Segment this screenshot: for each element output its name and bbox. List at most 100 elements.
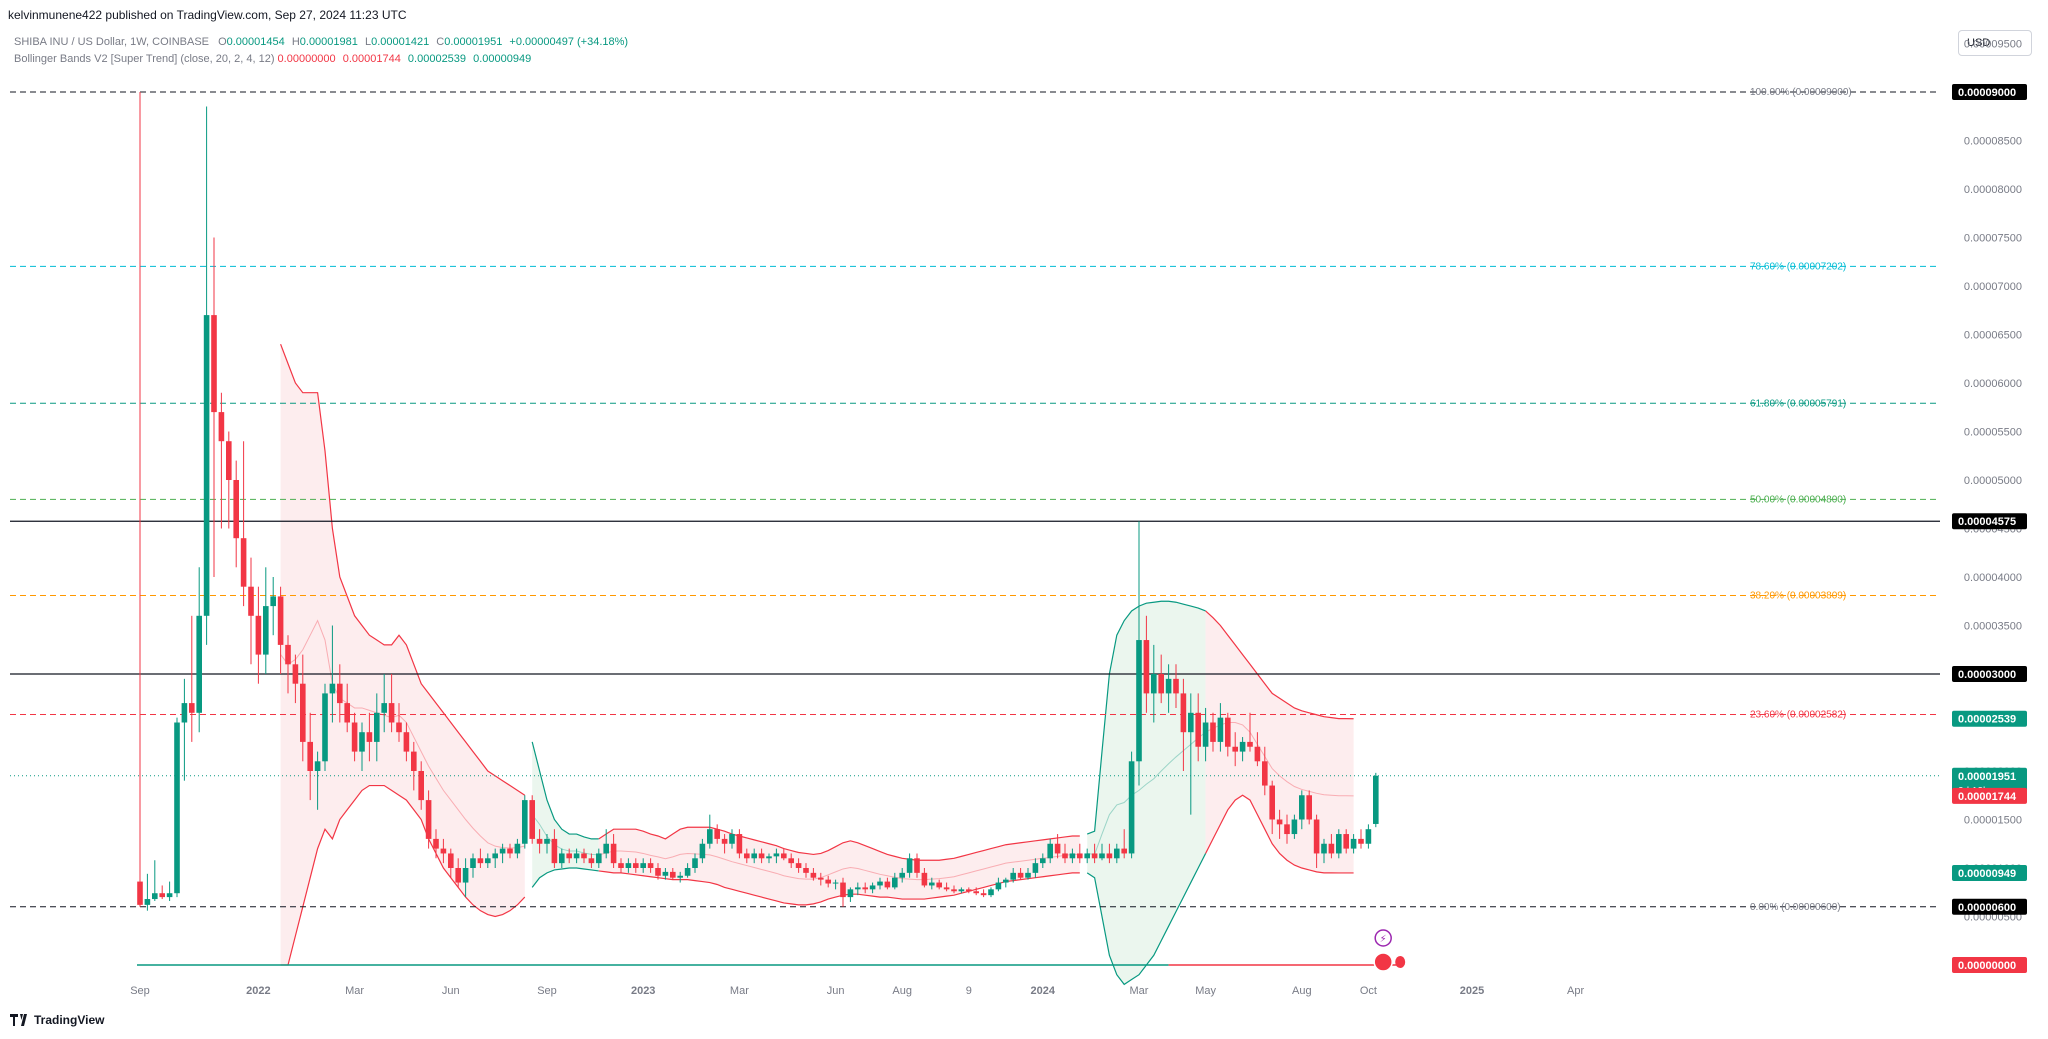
candle-body [181,703,188,723]
candle-body [1017,872,1024,878]
candle-body [1232,746,1238,752]
candle-body [166,893,173,898]
candle-body [566,853,572,859]
candle-body [1343,834,1349,849]
price-tag-bg-2 [1952,666,2027,682]
candle-body [514,843,521,854]
x-tick-label: Sep [130,985,150,997]
candle-body [1158,674,1164,694]
candle-body [1010,872,1016,880]
bb-lower-0 [280,784,526,966]
bb-basis-3 [1087,731,1206,855]
bb-fill-2 [598,827,1080,905]
candle-body [655,868,661,876]
candle-body [263,606,269,655]
currency-selector[interactable]: USD [1958,30,2032,56]
candle-body [159,893,165,898]
candle-body [1365,829,1372,844]
candle-body [233,480,239,539]
candle-body [359,732,365,752]
brand-name: TradingView [34,1013,105,1027]
candle-body [226,441,232,480]
candle-body [684,868,691,876]
candle-body [729,834,735,844]
y-tick-label: 0.00005500 [1964,427,2022,439]
candle-body [1047,843,1053,859]
candle-body [485,858,491,864]
price-tag-bg-8 [1952,957,2027,973]
x-tick-label: 2024 [1031,985,1056,997]
candle-body [477,858,484,864]
x-tick-label: Mar [345,985,364,997]
price-tag-4: 0.00001951 [1958,771,2016,783]
candle-body [337,683,343,704]
candle-body [433,838,439,849]
close-label: C [436,36,445,48]
lightning-event-icon [1374,929,1392,947]
candle-body [189,703,195,713]
y-tick-label: 0.00008000 [1964,184,2022,196]
candle-body [551,838,558,864]
bb-lower-4 [1205,794,1354,874]
bb-fill-4 [1205,610,1354,873]
bb-fill-0 [280,344,525,965]
candle-body [322,693,328,762]
candle-body [788,858,794,864]
candle-body [1054,843,1061,854]
bb-basis-2 [598,850,1080,881]
y-tick-label: 0.00005000 [1964,475,2022,487]
candle-body [366,732,373,742]
candle-body [943,887,950,890]
candle-body [455,868,461,883]
candle-body [744,853,750,859]
candle-body [662,871,669,876]
candle-body [1180,693,1187,733]
candle-body [573,853,580,859]
price-tag-bg-6 [1952,864,2027,881]
x-tick-label: 9 [966,985,972,997]
symbol-name[interactable]: SHIBA INU / US Dollar, 1W, COINBASE [14,36,209,48]
candle-body [596,853,602,864]
price-tag-6: 0.00000949 [1958,868,2016,880]
bb-upper-4 [1205,610,1354,720]
candle-body [958,889,965,892]
price-tag-5: 0.00001744 [1958,791,2017,803]
candle-body [1247,741,1253,747]
high-label: H [291,36,300,48]
candle-body [647,863,654,868]
x-tick-label: Mar [730,985,749,997]
candle-body [899,872,905,878]
candle-body [1291,819,1298,835]
x-tick-label: May [1195,985,1216,997]
candle-body [877,881,883,886]
candle-body [633,863,639,868]
candle-body [396,722,402,733]
price-tag-bg-7 [1952,898,2027,915]
x-tick-label: Apr [1567,985,1584,997]
candle-body [307,741,313,771]
candle-body [773,853,780,857]
candle-body [1069,853,1076,859]
tradingview-logo: TradingView [10,1013,104,1027]
y-tick-label: 0.00007000 [1964,281,2022,293]
fib-label-5: 23.60% (0.00002582) [1750,710,1846,721]
candle-body [248,586,254,616]
indicator-name[interactable]: Bollinger Bands V2 [Super Trend] (close,… [14,53,275,65]
candle-body [670,871,676,878]
candle-body [196,615,202,713]
bb-upper-0 [280,343,526,796]
candle-body [766,856,772,859]
fib-label-4: 38.20% (0.00003809) [1750,591,1846,602]
candle-body [1025,872,1031,878]
y-tick-label: 0.00008500 [1964,136,2022,148]
y-tick-label: 0.00006500 [1964,330,2022,342]
candle-body [403,732,410,752]
candle-body [1003,879,1009,883]
candle-body [603,843,609,854]
indicator-value-2: 0.00001744 [342,53,401,65]
close-value: 0.00001951 [444,36,503,48]
candle-body [966,889,972,892]
fib-label-0: 100.00% (0.00009000) [1750,87,1852,98]
lightning-event-glyph: ⚡ [1380,934,1387,945]
